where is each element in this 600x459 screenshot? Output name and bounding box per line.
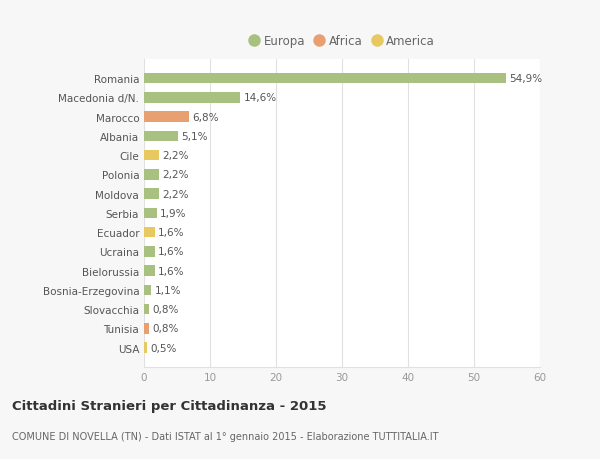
Bar — [144, 343, 148, 353]
Text: 0,8%: 0,8% — [152, 304, 179, 314]
Text: 1,9%: 1,9% — [160, 208, 187, 218]
Text: 1,1%: 1,1% — [155, 285, 181, 295]
Text: 0,5%: 0,5% — [151, 343, 177, 353]
Bar — [144, 131, 178, 142]
Text: 54,9%: 54,9% — [509, 74, 543, 84]
Text: 14,6%: 14,6% — [244, 93, 277, 103]
Text: 2,2%: 2,2% — [162, 170, 188, 180]
Text: 6,8%: 6,8% — [192, 112, 218, 123]
Bar — [144, 151, 158, 161]
Bar — [144, 170, 158, 180]
Text: COMUNE DI NOVELLA (TN) - Dati ISTAT al 1° gennaio 2015 - Elaborazione TUTTITALIA: COMUNE DI NOVELLA (TN) - Dati ISTAT al 1… — [12, 431, 439, 442]
Bar — [144, 93, 241, 103]
Text: 2,2%: 2,2% — [162, 189, 188, 199]
Bar — [144, 285, 151, 296]
Bar — [144, 324, 149, 334]
Bar — [144, 227, 155, 238]
Bar — [144, 208, 157, 219]
Bar — [144, 266, 155, 276]
Legend: Europa, Africa, America: Europa, Africa, America — [246, 32, 438, 52]
Bar — [144, 246, 155, 257]
Text: 1,6%: 1,6% — [158, 266, 184, 276]
Bar — [144, 73, 506, 84]
Text: 2,2%: 2,2% — [162, 151, 188, 161]
Text: 1,6%: 1,6% — [158, 228, 184, 238]
Text: 1,6%: 1,6% — [158, 247, 184, 257]
Text: 0,8%: 0,8% — [152, 324, 179, 334]
Bar — [144, 112, 189, 123]
Bar — [144, 189, 158, 200]
Text: 5,1%: 5,1% — [181, 132, 208, 141]
Bar — [144, 304, 149, 315]
Text: Cittadini Stranieri per Cittadinanza - 2015: Cittadini Stranieri per Cittadinanza - 2… — [12, 399, 326, 412]
